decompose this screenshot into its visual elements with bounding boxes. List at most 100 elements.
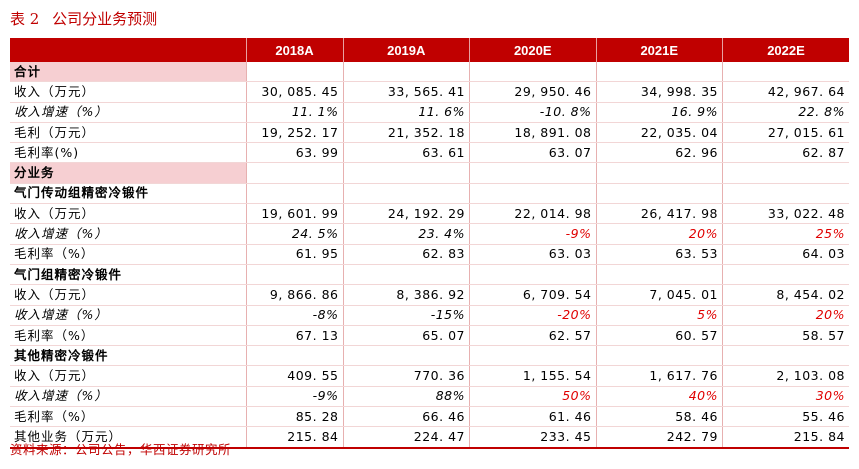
table-cell: -15% [343,305,470,326]
table-cell: 215. 84 [722,426,849,449]
table-cell [722,62,849,83]
table-cell [722,183,849,205]
header-row: 2018A 2019A 2020E 2021E 2022E [10,38,849,62]
table-cell: 67. 13 [246,325,344,347]
table-cell: 62. 87 [722,142,849,164]
table-cell [469,345,597,367]
table-cell: 30% [722,386,849,408]
table-number: 表 2 [10,10,40,28]
header-2021e: 2021E [596,38,723,62]
row-label: 收入增速（%） [10,305,247,326]
table-row: 分业务 [10,162,849,184]
table-cell: 55. 46 [722,406,849,428]
table-cell: 34, 998. 35 [596,81,723,103]
table-cell: 58. 57 [722,325,849,347]
table-row: 其他业务（万元） 215. 84 224. 47 233. 45 242. 79 215.… [10,426,849,449]
table-cell: 6, 709. 54 [469,284,597,306]
table-cell: 20% [722,305,849,326]
table-cell: 23. 4% [343,223,470,245]
table-cell [596,162,723,184]
table-cell: 16. 9% [596,102,723,123]
table-cell [596,264,723,286]
row-label: 毛利率(%) [10,142,247,164]
table-cell: 42, 967. 64 [722,81,849,103]
table-cell: 19, 252. 17 [246,122,344,144]
row-label: 毛利率（%） [10,406,247,428]
header-2020e: 2020E [469,38,597,62]
table-cell: 61. 46 [469,406,597,428]
table-cell: 25% [722,223,849,245]
table-cell: 33, 565. 41 [343,81,470,103]
table-row: 收入增速（%） -9% 88% 50% 40% 30% [10,386,849,408]
table-cell: 11. 6% [343,102,470,123]
header-2018a: 2018A [246,38,344,62]
table-cell: 63. 99 [246,142,344,164]
table-cell: 770. 36 [343,365,470,387]
table-cell [246,162,344,184]
table-cell: -9% [246,386,344,408]
table-cell: 26, 417. 98 [596,203,723,225]
table-cell [469,183,597,205]
table-cell: 22, 035. 04 [596,122,723,144]
table-cell: 7, 045. 01 [596,284,723,306]
table-cell: 215. 84 [246,426,344,449]
table-row: 毛利率（%） 61. 95 62. 83 63. 03 63. 53 64. 03 [10,244,849,265]
table-cell: 30, 085. 45 [246,81,344,103]
row-label: 分业务 [10,162,247,184]
table-cell: 5% [596,305,723,326]
table-cell: 58. 46 [596,406,723,428]
table-body: 合计 收入（万元） 30, 085. 45 33, 565. 41 29, 950. 4… [10,62,849,449]
table-cell: 1, 617. 76 [596,365,723,387]
table-cell: 8, 386. 92 [343,284,470,306]
table-row: 毛利率（%） 67. 13 65. 07 62. 57 60. 57 58. 57 [10,325,849,347]
table-cell [469,264,597,286]
table-cell: 66. 46 [343,406,470,428]
table-cell: -8% [246,305,344,326]
table-cell [722,162,849,184]
table-cell: 8, 454. 02 [722,284,849,306]
table-cell: 2, 103. 08 [722,365,849,387]
table-row: 收入增速（%） 24. 5% 23. 4% -9% 20% 25% [10,223,849,245]
table-cell: 29, 950. 46 [469,81,597,103]
table-cell [722,345,849,367]
row-label: 气门组精密冷锻件 [10,264,247,286]
table-cell: 9, 866. 86 [246,284,344,306]
table-cell: 18, 891. 08 [469,122,597,144]
table-cell [596,62,723,83]
table-row: 收入（万元） 409. 55 770. 36 1, 155. 54 1, 617. 76… [10,365,849,387]
table-title: 公司分业务预测 [52,10,158,28]
table-cell [246,183,344,205]
table-cell: 62. 83 [343,244,470,265]
row-label: 气门传动组精密冷锻件 [10,183,247,205]
row-label: 收入增速（%） [10,223,247,245]
table-cell: 61. 95 [246,244,344,265]
table-caption: 表 2 公司分业务预测 [10,8,157,29]
row-label: 其他业务（万元） [10,426,247,449]
table-cell: -20% [469,305,597,326]
table-cell [246,62,344,83]
table-cell: 63. 53 [596,244,723,265]
table-cell: 19, 601. 99 [246,203,344,225]
table-row: 气门传动组精密冷锻件 [10,183,849,205]
table-row: 合计 [10,62,849,83]
table-cell: 24. 5% [246,223,344,245]
source-note: 资料来源：公司公告，华西证券研究所 [10,442,232,457]
forecast-table: 2018A 2019A 2020E 2021E 2022E 合计 收入（万元） 30… [10,38,849,449]
table-cell [722,264,849,286]
header-2019a: 2019A [343,38,470,62]
table-cell: 22, 014. 98 [469,203,597,225]
table-cell [343,162,470,184]
table-row: 收入增速（%） 11. 1% 11. 6% -10. 8% 16. 9% 22. 8% [10,102,849,123]
row-label: 收入增速（%） [10,386,247,408]
table-row: 毛利率（%） 85. 28 66. 46 61. 46 58. 46 55. 46 [10,406,849,428]
table-cell: 224. 47 [343,426,470,449]
table-row: 收入增速（%） -8% -15% -20% 5% 20% [10,305,849,326]
table-cell [343,62,470,83]
table-cell: 27, 015. 61 [722,122,849,144]
table-row: 收入（万元） 30, 085. 45 33, 565. 41 29, 950. 46 3… [10,81,849,103]
table-cell [469,62,597,83]
table-cell: 65. 07 [343,325,470,347]
table-row: 气门组精密冷锻件 [10,264,849,286]
table-cell: 233. 45 [469,426,597,449]
table-row: 毛利率(%) 63. 99 63. 61 63. 07 62. 96 62. 87 [10,142,849,164]
